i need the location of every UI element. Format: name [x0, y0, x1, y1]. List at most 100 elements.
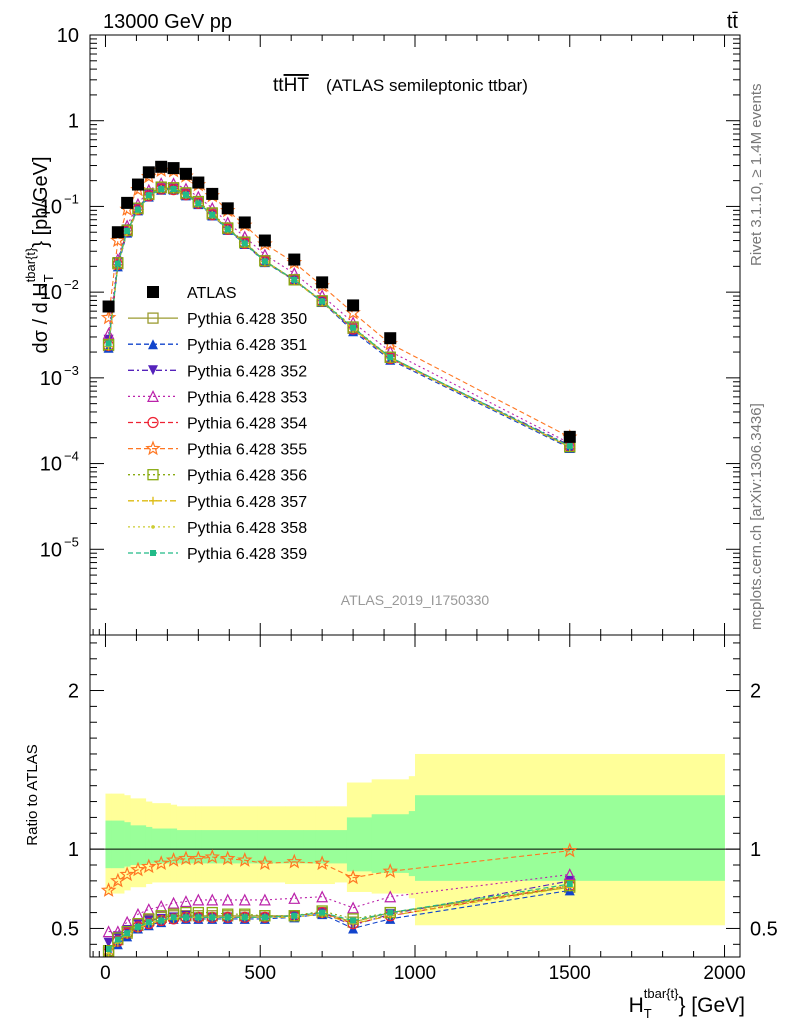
- main-series-6: [100, 162, 578, 444]
- ratio-data-marks: [90, 753, 740, 957]
- ratio-series-point: [102, 925, 115, 938]
- x-tick-label: 1000: [394, 963, 436, 984]
- ratio-series-point: [153, 855, 169, 871]
- main-series-point: [319, 298, 326, 305]
- y-tick-label: 10: [40, 539, 62, 561]
- atlas-data-point: [238, 216, 251, 229]
- legend-label: Pythia 6.428 353: [187, 389, 307, 406]
- ylabel-tail: } [pb/GeV]: [30, 156, 52, 247]
- main-plot-frame: [89, 34, 741, 636]
- ratio-tick-label: 0.5: [51, 918, 79, 940]
- x-tick-label: 0: [100, 963, 111, 984]
- legend-entry: Pythia 6.428 351: [128, 337, 307, 354]
- legend-marker: [151, 525, 155, 529]
- ratio-series-10: [105, 881, 573, 953]
- atlas-data-point: [258, 234, 271, 247]
- main-series-line: [108, 189, 571, 449]
- ratio-series-point: [182, 914, 189, 921]
- ratio-series-line: [108, 873, 570, 933]
- legend-entry: Pythia 6.428 350: [128, 311, 307, 328]
- main-series-point: [145, 192, 152, 199]
- ratio-series-point: [314, 855, 330, 871]
- ratio-series-point: [114, 936, 121, 943]
- legend-entry: Pythia 6.428 354: [128, 416, 307, 433]
- y-tick-label: 10: [40, 368, 62, 390]
- legend-entry: ATLAS: [147, 285, 237, 302]
- stat-band-segment: [346, 817, 373, 872]
- stat-band-segment: [130, 825, 147, 865]
- legend-marker: [145, 440, 161, 456]
- ratio-series-point: [110, 872, 126, 888]
- ratio-series-point: [258, 893, 271, 906]
- ratio-tick-label-right: 2: [750, 681, 761, 703]
- ratio-series-point: [167, 896, 180, 909]
- ratio-tick-label-right: 1: [750, 839, 761, 861]
- legend-label: Pythia 6.428 358: [187, 520, 307, 537]
- legend-label: Pythia 6.428 356: [187, 468, 307, 485]
- legend-label: Pythia 6.428 354: [187, 416, 307, 433]
- atlas-data-point: [121, 196, 134, 209]
- atlas-data-point: [102, 300, 115, 313]
- main-series-point: [241, 240, 248, 247]
- ratio-series-point: [238, 893, 251, 906]
- legend-marker: [150, 550, 156, 556]
- main-data-marks: [100, 160, 578, 454]
- ratio-series-point: [382, 863, 398, 878]
- y-tick-exponent: −4: [64, 449, 79, 464]
- xlabel-main: H: [629, 994, 644, 1017]
- ratio-y-axis-label: Ratio to ATLAS: [24, 744, 41, 845]
- legend-label: Pythia 6.428 357: [187, 494, 307, 511]
- ratio-series-point: [387, 909, 394, 916]
- ratio-series-point: [566, 881, 573, 888]
- y-tick-label: 10: [40, 454, 62, 476]
- ratio-series-point: [141, 858, 157, 874]
- main-series-line: [108, 169, 571, 438]
- stat-band-segment: [232, 830, 258, 864]
- stat-uncertainty-band: [105, 795, 725, 881]
- ylabel-main: dσ / d H: [30, 282, 52, 353]
- stat-band-segment: [303, 830, 317, 864]
- main-series-10: [105, 186, 573, 450]
- main-atlas-series: [102, 160, 576, 443]
- main-series-point: [209, 211, 216, 218]
- main-series-point: [105, 340, 112, 347]
- legend-marker: [147, 286, 159, 298]
- ratio-series-point: [178, 850, 194, 866]
- xlabel-sub: T: [644, 1006, 652, 1021]
- ratio-series-point: [319, 909, 326, 916]
- legend-label: Pythia 6.428 355: [187, 442, 307, 459]
- ratio-series-group: [100, 842, 578, 957]
- ratio-series-line: [108, 889, 570, 956]
- header-right: tt̄: [727, 11, 739, 33]
- main-series-line: [108, 188, 571, 448]
- ratio-series-point: [142, 903, 155, 916]
- ratio-series-point: [261, 914, 268, 921]
- atlas-data-point: [111, 226, 124, 239]
- ratio-tick-label: 2: [68, 681, 79, 703]
- y-tick-exponent: −5: [64, 534, 79, 549]
- main-series-point: [261, 258, 268, 265]
- ratio-series-point: [286, 853, 303, 869]
- stat-band-segment: [415, 795, 725, 881]
- title-main: tt: [273, 75, 284, 96]
- legend-label: Pythia 6.428 359: [187, 546, 307, 563]
- ratio-series-point: [134, 923, 141, 930]
- ratio-series-point: [206, 893, 219, 906]
- ratio-series-6: [100, 842, 578, 897]
- ratio-series-point: [224, 914, 231, 921]
- xlabel-sup: tbar{t}: [644, 986, 679, 1001]
- main-series-point: [170, 186, 177, 193]
- ratio-series-point: [100, 882, 117, 897]
- legend-entry: Pythia 6.428 355: [128, 440, 307, 459]
- main-series-point: [566, 443, 573, 450]
- atlas-data-point: [206, 187, 219, 200]
- main-series-4: [102, 177, 576, 449]
- stat-band-segment: [285, 830, 304, 864]
- ratio-series-point: [119, 866, 135, 882]
- legend: ATLAS Pythia 6.428 350 Pythia 6.428 351 Pyt…: [128, 285, 307, 563]
- main-series-point: [350, 324, 357, 331]
- atlas-data-point: [316, 276, 329, 289]
- ratio-series-point: [145, 919, 152, 926]
- plot-title: ttHT: [273, 75, 309, 96]
